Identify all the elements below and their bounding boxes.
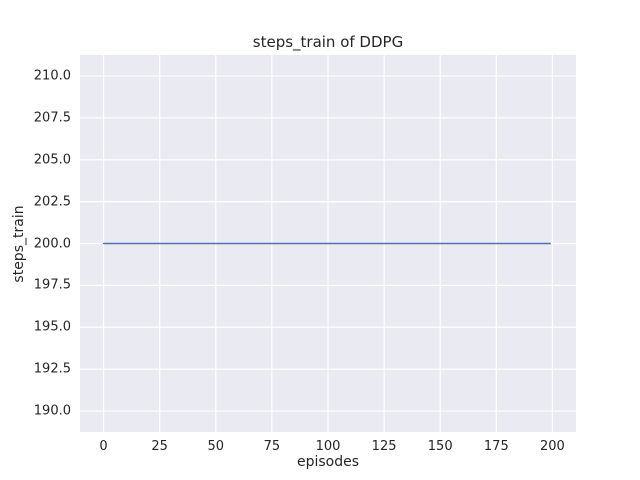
x-tick-label: 150: [427, 439, 453, 454]
x-tick-label: 175: [483, 439, 509, 454]
x-tick-label: 25: [151, 439, 168, 454]
y-tick-label: 197.5: [33, 277, 71, 293]
y-tick-label: 202.5: [33, 194, 71, 210]
chart-title: steps_train of DDPG: [252, 33, 404, 51]
y-tick-label: 190.0: [33, 403, 71, 419]
x-tick-label: 200: [540, 439, 565, 454]
plot-svg: [80, 55, 576, 432]
y-tick-label: 200.0: [33, 236, 71, 251]
x-tick-label: 100: [315, 439, 341, 454]
y-tick-label: 210.0: [33, 68, 71, 84]
x-tick-label: 125: [371, 439, 397, 454]
y-tick-label: 207.5: [33, 110, 71, 126]
x-axis-label: episodes: [296, 454, 360, 470]
y-tick-label: 205.0: [33, 152, 71, 168]
x-tick-label: 0: [99, 439, 108, 454]
x-tick-label: 50: [207, 439, 225, 454]
plot-area: [80, 55, 576, 432]
y-tick-label: 195.0: [33, 319, 71, 335]
y-tick-label: 192.5: [33, 361, 71, 377]
x-tick-label: 75: [263, 439, 281, 454]
